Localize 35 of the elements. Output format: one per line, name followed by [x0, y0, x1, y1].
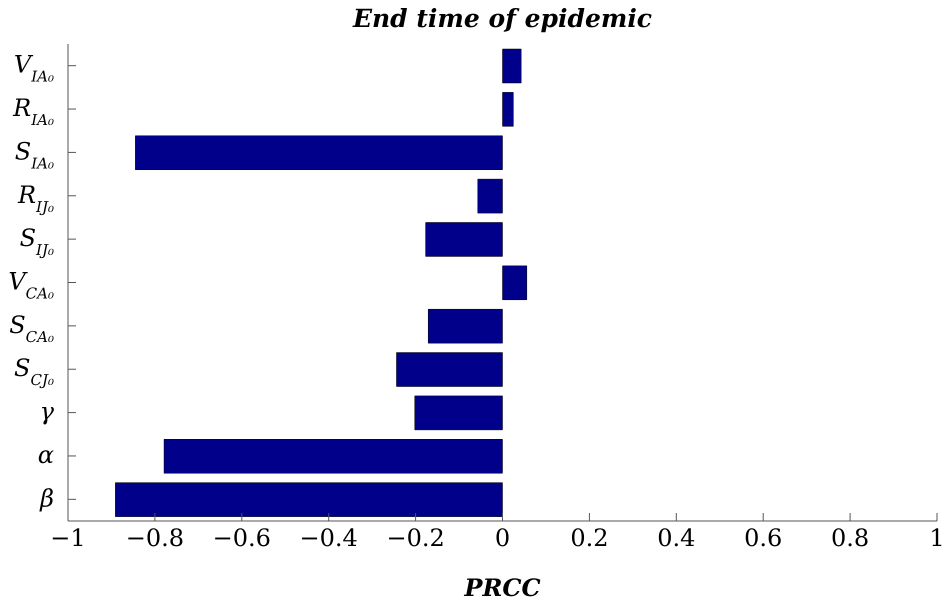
x-tick-label: 0.6: [744, 524, 782, 552]
x-tick-label: −0.4: [300, 524, 358, 552]
y-tick-label: S$_{CJ₀}$: [14, 354, 54, 390]
x-tick-label: −0.2: [386, 524, 445, 552]
chart-title: End time of epidemic: [352, 4, 654, 33]
x-tick-label: 0.4: [657, 524, 696, 552]
bar: [428, 308, 503, 344]
bar: [502, 92, 514, 127]
x-tick-label: 1: [929, 524, 945, 552]
x-tick-label: 0.8: [831, 524, 870, 552]
y-tick-label: R$_{IJ₀}$: [16, 180, 54, 216]
x-tick-label: −1: [50, 524, 86, 552]
x-tick-label: −0.6: [212, 524, 271, 552]
bar: [164, 439, 503, 474]
x-axis-title: PRCC: [463, 573, 541, 598]
bar: [135, 135, 503, 170]
bar: [477, 178, 503, 214]
y-tick-label: S$_{IA₀}$: [14, 137, 54, 172]
y-tick-label: α: [38, 440, 54, 469]
x-tick-label: 0: [494, 524, 510, 552]
x-tick-label: 0.2: [570, 524, 608, 552]
y-tick-label: V$_{CA₀}$: [8, 268, 54, 302]
y-tick-label: S$_{IJ₀}$: [20, 224, 54, 260]
bar: [502, 48, 522, 84]
y-tick-label: S$_{CA₀}$: [9, 310, 54, 346]
bar: [414, 396, 503, 430]
y-tick-label: V$_{IA₀}$: [14, 50, 54, 86]
y-tick-label: R$_{IA₀}$: [12, 94, 54, 130]
bar: [396, 352, 503, 387]
y-tick-label: γ: [40, 398, 55, 426]
bar: [115, 482, 503, 517]
x-tick-label: −0.8: [126, 524, 184, 552]
bar: [502, 266, 528, 300]
y-tick-label: β: [39, 484, 54, 512]
bar: [425, 222, 503, 257]
